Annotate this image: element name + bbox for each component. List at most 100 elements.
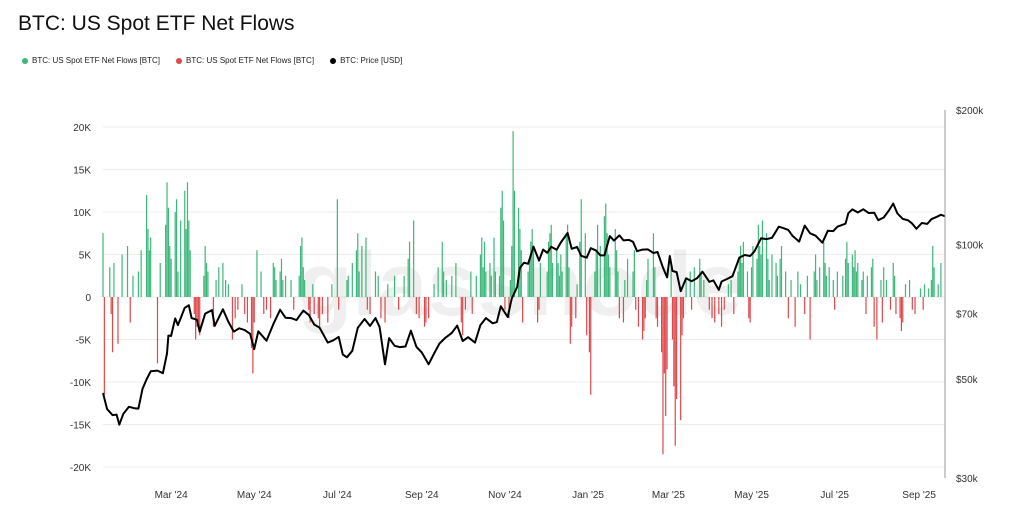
inflow-bar <box>823 241 825 297</box>
inflow-bar <box>780 246 783 297</box>
inflow-bar <box>531 229 533 297</box>
inflow-bar <box>790 280 792 297</box>
right-tick-label: $30k <box>956 474 979 485</box>
inflow-bar <box>923 284 926 297</box>
inflow-bar <box>260 271 262 297</box>
outflow-bar <box>265 297 268 310</box>
outflow-bar <box>718 297 720 314</box>
x-tick-label: Mar '25 <box>652 490 685 501</box>
x-tick-label: May '24 <box>237 490 272 501</box>
inflow-bar <box>606 233 608 297</box>
inflow-bar <box>225 280 227 297</box>
outflow-bar <box>643 297 645 331</box>
inflow-bar <box>750 267 753 297</box>
outflow-bar <box>462 297 464 336</box>
inflow-bar <box>490 275 492 297</box>
inflow-bar <box>185 229 187 297</box>
outflow-bar <box>234 297 236 319</box>
inflow-bar <box>552 263 554 297</box>
inflow-bar <box>885 280 888 297</box>
x-axis: Mar '24 May '24 Jul '24 Sep '24 Nov '24 Jan '… <box>155 490 937 501</box>
outflow-bar <box>588 297 590 353</box>
inflow-bar <box>866 275 868 297</box>
outflow-bar <box>804 297 806 314</box>
inflow-bar <box>167 207 169 297</box>
left-y-axis: 20K 15K 10K 5K 0 -5K -10K -15K -20K <box>70 123 92 474</box>
x-tick-label: May '25 <box>734 490 769 501</box>
inflow-bar <box>872 258 874 297</box>
inflow-bar <box>814 254 817 297</box>
inflow-bar <box>771 254 773 297</box>
legend-item-inflows[interactable]: BTC: US Spot ETF Net Flows [BTC] <box>22 56 160 65</box>
inflow-bar <box>189 250 191 297</box>
inflow-bar <box>298 275 300 297</box>
inflow-bar <box>188 220 190 297</box>
legend: BTC: US Spot ETF Net Flows [BTC] BTC: US… <box>22 56 402 65</box>
inflow-bar <box>147 229 149 297</box>
right-tick-label: $200k <box>956 106 984 117</box>
inflow-bar <box>203 275 205 297</box>
inflow-bar <box>576 284 578 297</box>
inflow-bar <box>846 241 848 297</box>
legend-item-outflows[interactable]: BTC: US Spot ETF Net Flows [BTC] <box>176 56 314 65</box>
inflow-bar <box>561 271 563 297</box>
outflow-bar <box>661 297 663 353</box>
inflow-bar <box>175 199 178 297</box>
inflow-bar <box>567 224 569 297</box>
outflow-bar <box>889 297 892 310</box>
outflow-bar <box>252 297 254 374</box>
outflow-bar <box>673 297 675 387</box>
outflow-bar <box>398 297 400 310</box>
inflow-bar <box>904 284 907 297</box>
inflow-bar <box>546 271 548 297</box>
outflow-bar <box>902 297 904 323</box>
inflow-bar <box>451 275 453 297</box>
inflow-bar <box>441 241 443 297</box>
outflow-bar <box>244 297 246 314</box>
left-tick-label: 10K <box>73 208 91 219</box>
inflow-bar <box>403 275 405 297</box>
inflow-bar <box>816 280 818 297</box>
inflow-bar <box>819 267 821 297</box>
inflow-bar <box>937 284 939 297</box>
inflow-bar <box>393 275 396 297</box>
inflow-bar <box>513 190 516 297</box>
inflow-bar <box>693 267 695 297</box>
inflow-bar <box>501 190 503 297</box>
outflow-bar <box>423 297 426 327</box>
right-tick-label: $100k <box>956 240 984 251</box>
inflow-bar <box>170 258 172 297</box>
outflow-bar <box>369 297 371 314</box>
inflow-bar <box>489 263 491 297</box>
inflow-bar <box>357 233 359 297</box>
inflow-bar <box>893 275 896 297</box>
inflow-bar <box>776 275 779 297</box>
inflow-bar <box>928 288 930 297</box>
outflow-bar <box>309 297 311 323</box>
inflow-bar <box>169 246 171 297</box>
outflow-bar <box>538 297 540 310</box>
outflow-bar <box>471 297 473 314</box>
inflow-bar <box>880 280 882 297</box>
inflow-bar <box>765 233 768 297</box>
inflow-bar <box>854 250 856 297</box>
inflow-bar <box>413 220 415 297</box>
right-tick-label: $50k <box>956 375 979 386</box>
inflow-bar <box>177 271 179 297</box>
outflow-bar <box>293 297 295 310</box>
inflow-bar <box>759 246 761 297</box>
inflow-bar <box>304 280 306 297</box>
outflow-bar <box>199 297 201 336</box>
inflow-bar <box>361 246 363 297</box>
outflow-bar <box>193 297 195 314</box>
outflow-bar <box>618 297 620 319</box>
left-tick-label: -5K <box>75 336 91 347</box>
inflow-bar <box>445 280 447 297</box>
outflow-bar <box>197 297 199 323</box>
inflow-bar <box>607 254 610 297</box>
legend-item-price[interactable]: BTC: Price [USD] <box>330 56 402 65</box>
inflow-bar <box>824 263 826 297</box>
inflow-bar <box>528 258 531 297</box>
outflow-bar <box>690 297 693 310</box>
